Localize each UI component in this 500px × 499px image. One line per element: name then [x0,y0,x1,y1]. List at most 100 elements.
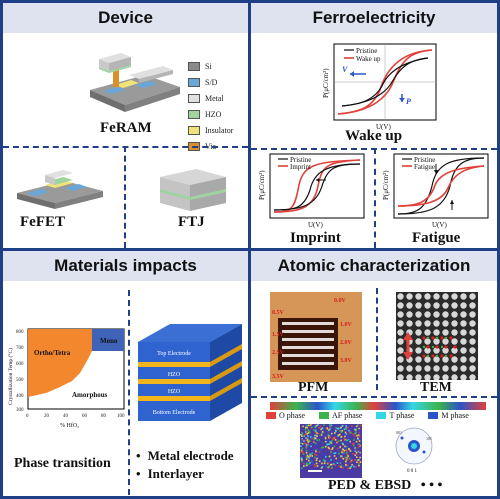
ped-speckle-dot [344,452,347,455]
ped-speckle-dot [315,437,317,440]
atomic-dashed-divider [251,396,497,398]
ped-speckle-dot [303,440,305,442]
ped-speckle-dot [314,429,317,431]
ped-speckle-dot [318,451,321,453]
ped-speckle-dot [308,437,310,439]
ped-speckle-dot [331,440,333,442]
ped-speckle-dot [329,426,331,429]
ped-speckle-dot [308,424,310,427]
ped-speckle-dot [339,462,342,464]
ped-speckle-dot [351,459,354,462]
ped-speckle-dot [355,466,357,468]
tem-caption: TEM [420,380,452,395]
ped-speckle-dot [340,466,342,468]
ped-speckle-dot [305,437,307,439]
ped-speckle-dot [356,456,358,458]
materials-bullet-list: • Metal electrode • Interlayer [136,448,246,484]
region-amorphous: Amorphous [72,391,108,399]
stack-bottom-electrode: Bottom Electrode [153,410,196,416]
legend-label: S/D [205,77,218,87]
ped-speckle-dot [347,436,349,438]
ped-speckle-dot [305,456,308,458]
ped-speckle-dot [341,429,344,432]
ped-speckle-dot [343,428,346,431]
ped-speckle-dot [351,464,353,466]
ped-speckle-dot [323,458,325,461]
ped-speckle-dot [328,429,330,432]
ped-speckle-dot [301,459,303,461]
ped-speckle-dot [331,437,334,440]
ped-speckle-dot [328,460,331,462]
ped-speckle-dot [309,431,311,434]
ped-speckle-dot [300,442,302,444]
ped-speckle-dot [345,433,348,435]
ped-speckle-dot [314,456,316,459]
imprint-hysteresis-plot: Pristine Imprint P(μC/cm²) U(V) [258,153,365,229]
ped-speckle-dot [321,431,324,433]
ped-speckle-dot [355,440,358,443]
region-mono: Mono [100,337,118,345]
ped-speckle-dot [341,442,344,445]
ped-speckle-dot [313,448,316,451]
y-tick: 500 [16,378,24,383]
device-dashed-vdivider [124,146,126,248]
imprint-ylabel: P(μC/cm²) [258,170,266,200]
ped-speckle-dot [301,447,304,450]
ped-speckle-dot [323,462,326,465]
ped-speckle-dot [354,429,357,431]
ped-speckle-dot [326,440,328,443]
ped-ebsd-caption: PED & EBSD • • • [328,478,442,494]
legend-label: HZO [205,109,222,119]
ped-speckle-dot [340,439,342,442]
ped-speckle-dot [310,459,312,461]
ped-speckle-dot [358,461,360,464]
bullet-label: Metal electrode [147,448,234,463]
ped-speckle-dot [349,461,352,463]
ped-speckle-dot [326,427,328,429]
ped-speckle-dot [305,433,307,435]
ferro-title-text: Ferroelectricity [312,8,436,27]
ped-speckle-dot [356,434,358,437]
ebsd-pole-label: 101 [426,436,432,441]
pfm-caption: PFM [298,380,329,395]
bullet-item-metal-electrode: • Metal electrode [136,448,246,466]
ped-speckle-dot [356,461,358,463]
ped-speckle-dot [307,441,309,443]
ped-speckle-dot [333,455,336,457]
phase-legend-label: O phase [279,411,305,420]
materials-panel-title: Materials impacts [3,251,248,281]
ped-speckle-dot [338,450,340,453]
legend-metal: Metal [188,90,246,106]
ped-speckle-dot [301,460,303,463]
phase-legend-label: AF phase [332,411,363,420]
ped-speckle-dot [321,432,323,435]
ped-speckle-dot [305,443,308,446]
ped-speckle-dot [321,427,324,430]
ped-speckle-dot [334,464,336,466]
ped-speckle-dot [322,446,325,449]
pfm-voltage-label: 0.0V [334,298,347,304]
ped-speckle-dot [359,424,362,427]
bullet-item-interlayer: • Interlayer [136,466,246,484]
x-tick: 100 [117,414,125,419]
ped-speckle-dot [305,458,308,460]
ped-phase-map [300,424,362,478]
ped-speckle-dot [305,426,307,429]
ped-speckle-dot [345,458,347,460]
ped-speckle-dot [358,444,361,446]
ped-speckle-dot [340,431,343,433]
legend-pristine: Pristine [290,156,311,164]
fefet-label: FeFET [20,214,65,230]
ped-speckle-dot [305,449,308,452]
ped-speckle-dot [330,442,333,444]
ped-speckle-dot [313,464,315,466]
legend-pristine: Pristine [356,47,377,55]
fefet-device-illustration [17,170,103,209]
ped-speckle-dot [348,439,350,442]
phase-legend-label: M phase [441,411,469,420]
ped-speckle-dot [345,444,348,447]
ped-speckle-dot [325,456,327,458]
legend-swatch [188,61,200,71]
ped-speckle-dot [358,459,360,461]
ped-speckle-dot [338,452,340,455]
